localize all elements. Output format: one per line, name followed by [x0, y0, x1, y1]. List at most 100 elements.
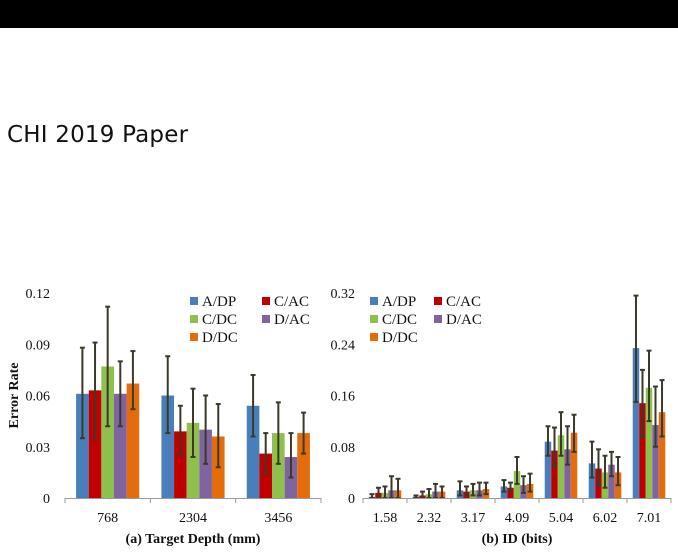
chart1-bar-d-ac-5 — [608, 464, 615, 498]
chart0-xtick-1: 2304 — [179, 511, 207, 526]
chart0-xtick-0: 768 — [97, 511, 118, 526]
chart0-bar-a-dp-0 — [76, 393, 89, 498]
chart1-errorbar-d-ac-2 — [477, 481, 483, 497]
top-black-bar — [0, 0, 678, 28]
chart0-bar-d-dc-0 — [126, 383, 140, 498]
chart0-bar-c-dc-1 — [186, 422, 200, 498]
chart1-legend-label-0: A/DP — [382, 294, 416, 310]
chart0-errorbar-c-ac-1 — [177, 404, 183, 457]
chart0-legend-swatch-3 — [262, 315, 270, 323]
chart0-ytick-3: 0.09 — [26, 338, 51, 353]
chart0-errorbar-c-dc-2 — [275, 401, 281, 465]
chart1-bar-c-ac-6 — [639, 403, 646, 498]
chart0-bar-c-ac-0 — [88, 390, 102, 498]
chart1-errorbar-a-dp-2 — [457, 480, 463, 497]
chart1-errorbar-c-ac-4 — [551, 426, 557, 467]
chart1-bar-c-ac-4 — [551, 450, 558, 498]
chart0-ylabel: Error Rate — [7, 363, 22, 429]
chart1-bar-d-dc-4 — [570, 432, 578, 498]
chart1-bar-d-dc-6 — [658, 412, 666, 498]
chart1-errorbar-d-ac-6 — [653, 385, 659, 448]
chart0-bar-c-ac-2 — [259, 453, 273, 498]
chart1-bar-c-ac-3 — [507, 487, 514, 498]
chart1-bar-c-dc-4 — [557, 435, 565, 498]
chart1-legend-swatch-1 — [434, 297, 442, 305]
chart1-errorbar-d-dc-4 — [571, 413, 577, 453]
chart0-bar-a-dp-1 — [161, 395, 175, 498]
chart1-errorbar-c-dc-3 — [514, 456, 520, 485]
chart0-bar-c-dc-0 — [101, 366, 114, 498]
chart1-ytick-4: 0.32 — [331, 287, 356, 302]
chart0-legend-swatch-4 — [190, 333, 198, 341]
chart0-legend-swatch-1 — [262, 297, 270, 305]
chart0-legend-label-1: C/AC — [274, 294, 309, 310]
chart1-legend-swatch-4 — [370, 333, 378, 341]
chart0-legend-label-4: D/DC — [202, 330, 238, 346]
chart0-bar-a-dp-2 — [246, 405, 260, 498]
chart0-bar-d-ac-0 — [113, 393, 127, 498]
chart1-errorbar-d-dc-5 — [615, 456, 621, 487]
chart0-ytick-0: 0 — [43, 492, 50, 507]
chart1-errorbar-c-dc-5 — [602, 454, 608, 489]
chart1-errorbar-c-ac-3 — [507, 481, 513, 493]
chart1-errorbar-c-ac-6 — [639, 368, 645, 438]
page-header-title: CHI 2019 Paper — [7, 122, 189, 148]
chart0-errorbar-d-dc-0 — [130, 350, 136, 411]
chart1-ytick-0: 0 — [348, 492, 355, 507]
chart1-xtick-4: 5.04 — [549, 511, 574, 526]
chart0-errorbar-a-dp-1 — [165, 355, 171, 435]
chart0-errorbar-d-dc-1 — [215, 403, 221, 469]
chart1-bar-d-ac-6 — [652, 424, 659, 498]
chart1-errorbar-c-dc-2 — [470, 482, 476, 497]
chart1-errorbar-d-ac-5 — [609, 450, 615, 478]
chart1-bar-d-ac-4 — [564, 449, 571, 498]
chart1-errorbar-a-dp-6 — [633, 294, 639, 403]
chart1-errorbar-c-ac-1 — [419, 490, 425, 499]
chart1-errorbar-c-ac-2 — [463, 485, 469, 497]
chart0-errorbar-c-dc-0 — [105, 305, 111, 428]
chart1-legend-label-1: C/AC — [446, 294, 481, 310]
chart0-caption: (a) Target Depth (mm) — [126, 532, 261, 547]
chart1-errorbar-d-dc-6 — [659, 379, 665, 438]
chart1-ytick-2: 0.16 — [331, 390, 356, 405]
chart1-bar-a-dp-4 — [544, 441, 552, 498]
chart0-bar-c-ac-1 — [174, 431, 187, 498]
chart0-errorbar-a-dp-2 — [250, 374, 256, 438]
chart1-bar-a-dp-5 — [588, 463, 596, 498]
chart1-ytick-1: 0.08 — [331, 441, 356, 456]
chart0-legend-swatch-2 — [190, 315, 198, 323]
chart0-errorbar-c-dc-1 — [190, 387, 196, 458]
chart1-bar-a-dp-6 — [632, 348, 640, 498]
chart1-errorbar-d-dc-2 — [483, 481, 489, 496]
chart1-errorbar-d-dc-3 — [527, 472, 533, 493]
chart1-xtick-0: 1.58 — [373, 511, 398, 526]
chart1-errorbar-a-dp-3 — [501, 479, 507, 493]
chart0-errorbar-d-dc-2 — [301, 411, 307, 455]
chart1-errorbar-c-dc-4 — [558, 411, 564, 457]
chart0-legend-label-2: C/DC — [202, 312, 237, 328]
chart0-errorbar-c-ac-0 — [92, 341, 98, 440]
chart1-xtick-2: 3.17 — [461, 511, 486, 526]
chart1-errorbar-c-dc-6 — [646, 349, 652, 423]
chart0-errorbar-d-ac-2 — [288, 432, 294, 479]
chart0-errorbar-d-ac-1 — [203, 394, 209, 465]
chart0-errorbar-a-dp-0 — [79, 346, 85, 440]
chart1-errorbar-a-dp-0 — [369, 493, 375, 499]
chart1-xtick-1: 2.32 — [417, 511, 442, 526]
chart1-legend-swatch-3 — [434, 315, 442, 323]
chart1-caption: (b) ID (bits) — [482, 532, 553, 547]
chart0-ytick-4: 0.12 — [26, 287, 51, 302]
chart1-errorbar-a-dp-5 — [589, 440, 595, 479]
chart1-legend-swatch-2 — [370, 315, 378, 323]
chart0-errorbar-c-ac-2 — [263, 432, 269, 476]
chart0-errorbar-d-ac-0 — [117, 360, 123, 428]
chart1-ytick-3: 0.24 — [331, 338, 356, 353]
chart1-legend-label-3: D/AC — [446, 312, 482, 328]
chart0-ytick-2: 0.06 — [26, 390, 51, 405]
chart0-legend-swatch-0 — [190, 297, 198, 305]
chart0-ytick-1: 0.03 — [26, 441, 51, 456]
chart1-xtick-3: 4.09 — [505, 511, 530, 526]
chart1-errorbar-c-ac-5 — [595, 448, 601, 487]
